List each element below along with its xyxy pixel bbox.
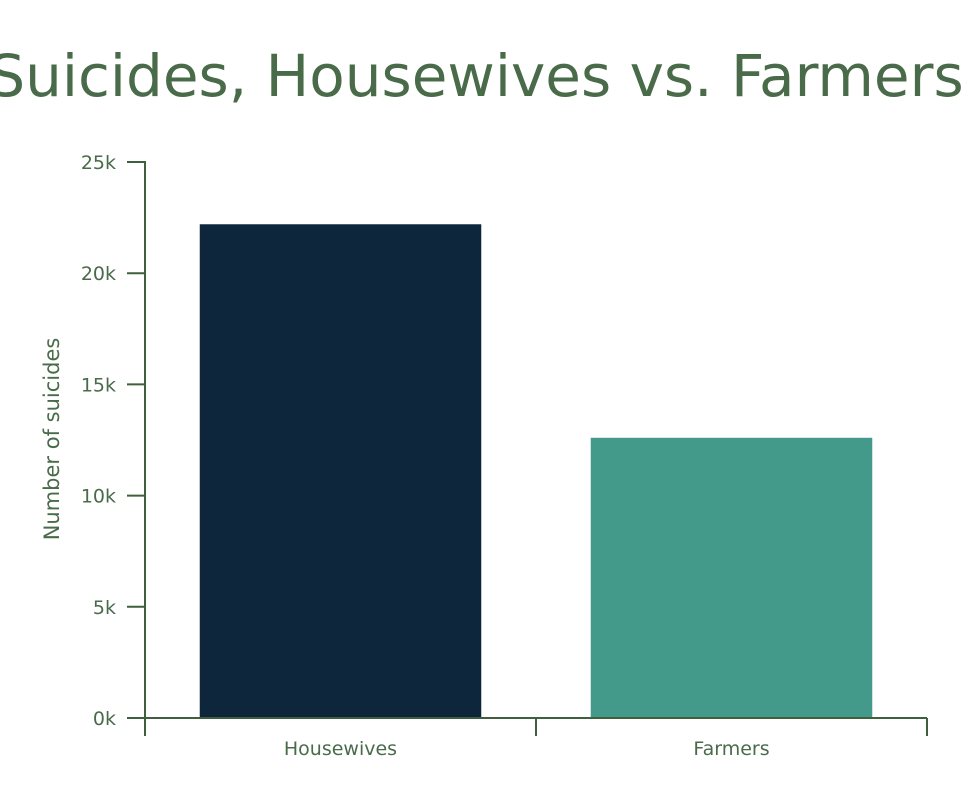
y-tick-label: 0k — [93, 708, 116, 730]
chart-title: Suicides, Housewives vs. Farmers — [0, 42, 964, 110]
y-axis-label: Number of suicides — [40, 338, 64, 541]
y-tick-label: 10k — [81, 486, 116, 508]
y-axis: 0k 5k 10k 15k 20k 25k — [81, 152, 146, 730]
y-tick-label: 25k — [81, 152, 116, 174]
bar-housewives — [199, 224, 482, 718]
x-tick-label: Housewives — [284, 738, 397, 760]
x-tick-label: Farmers — [693, 738, 769, 760]
y-tick-label: 15k — [81, 374, 116, 396]
bar-farmers — [590, 437, 873, 718]
bars-group — [199, 224, 873, 718]
y-tick-label: 5k — [93, 597, 116, 619]
x-axis: Housewives Farmers — [144, 717, 928, 760]
y-tick-label: 20k — [81, 263, 116, 285]
